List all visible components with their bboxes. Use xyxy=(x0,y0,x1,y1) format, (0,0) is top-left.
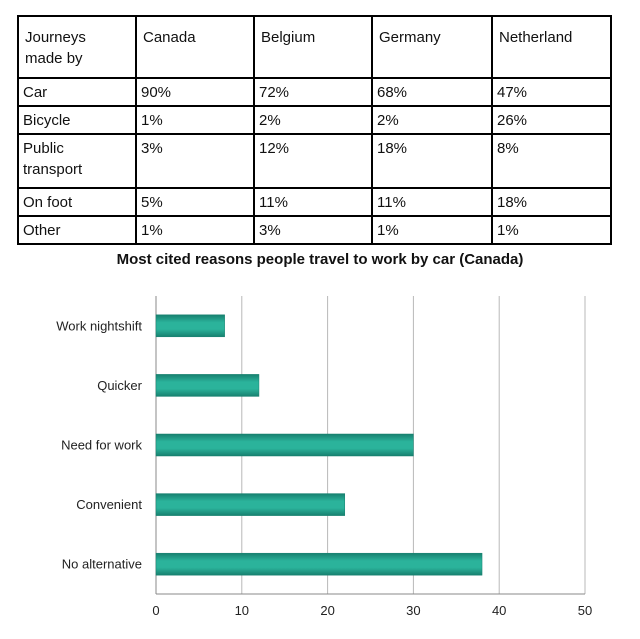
row-label: Public transport xyxy=(17,133,137,189)
table-cell: 1% xyxy=(371,215,493,245)
x-tick-label: 10 xyxy=(235,603,249,618)
table-cell: 18% xyxy=(491,187,612,217)
category-label: Need for work xyxy=(61,438,142,453)
bar xyxy=(155,552,483,576)
category-label: No alternative xyxy=(62,557,142,572)
table-cell: 3% xyxy=(135,133,255,189)
header-netherland: Netherland xyxy=(491,15,612,79)
bar xyxy=(155,374,260,397)
x-tick-label: 50 xyxy=(578,603,592,618)
category-label: Work nightshift xyxy=(56,318,142,333)
row-label: On foot xyxy=(17,187,137,217)
table-cell: 11% xyxy=(253,187,373,217)
chart-title: Most cited reasons people travel to work… xyxy=(116,251,524,268)
row-label: Bicycle xyxy=(17,105,137,135)
x-tick-label: 20 xyxy=(320,603,334,618)
table-cell: 90% xyxy=(135,77,255,107)
table-cell: 2% xyxy=(371,105,493,135)
row-label: Car xyxy=(17,77,137,107)
table-cell: 12% xyxy=(253,133,373,189)
table-row: Car 90% 72% 68% 47% xyxy=(17,77,612,107)
table-cell: 11% xyxy=(371,187,493,217)
table-cell: 2% xyxy=(253,105,373,135)
bar xyxy=(155,493,346,516)
table-row: On foot 5% 11% 11% 18% xyxy=(17,187,612,217)
x-tick-label: 0 xyxy=(152,603,159,618)
header-canada: Canada xyxy=(135,15,255,79)
header-germany: Germany xyxy=(371,15,493,79)
row-label: Other xyxy=(17,215,137,245)
table-row: Bicycle 1% 2% 2% 26% xyxy=(17,105,612,135)
x-tick-label: 30 xyxy=(406,603,420,618)
table-cell: 72% xyxy=(253,77,373,107)
x-tick-label: 40 xyxy=(492,603,506,618)
table-cell: 1% xyxy=(491,215,612,245)
table-cell: 1% xyxy=(135,105,255,135)
table-cell: 68% xyxy=(371,77,493,107)
bar xyxy=(155,433,414,457)
bar xyxy=(155,314,225,338)
header-belgium: Belgium xyxy=(253,15,373,79)
table-cell: 8% xyxy=(491,133,612,189)
header-journeys: Journeys made by xyxy=(17,15,137,79)
table-cell: 26% xyxy=(491,105,612,135)
table-cell: 1% xyxy=(135,215,255,245)
table-cell: 18% xyxy=(371,133,493,189)
table-cell: 47% xyxy=(491,77,612,107)
category-label: Quicker xyxy=(97,378,142,393)
table-row: Other 1% 3% 1% 1% xyxy=(17,215,612,245)
table-row: Public transport 3% 12% 18% 8% xyxy=(17,133,612,189)
table-header-row: Journeys made by Canada Belgium Germany … xyxy=(17,15,612,79)
journeys-table: Journeys made by Canada Belgium Germany … xyxy=(17,15,612,245)
table-cell: 5% xyxy=(135,187,255,217)
table-cell: 3% xyxy=(253,215,373,245)
category-label: Convenient xyxy=(76,497,142,512)
